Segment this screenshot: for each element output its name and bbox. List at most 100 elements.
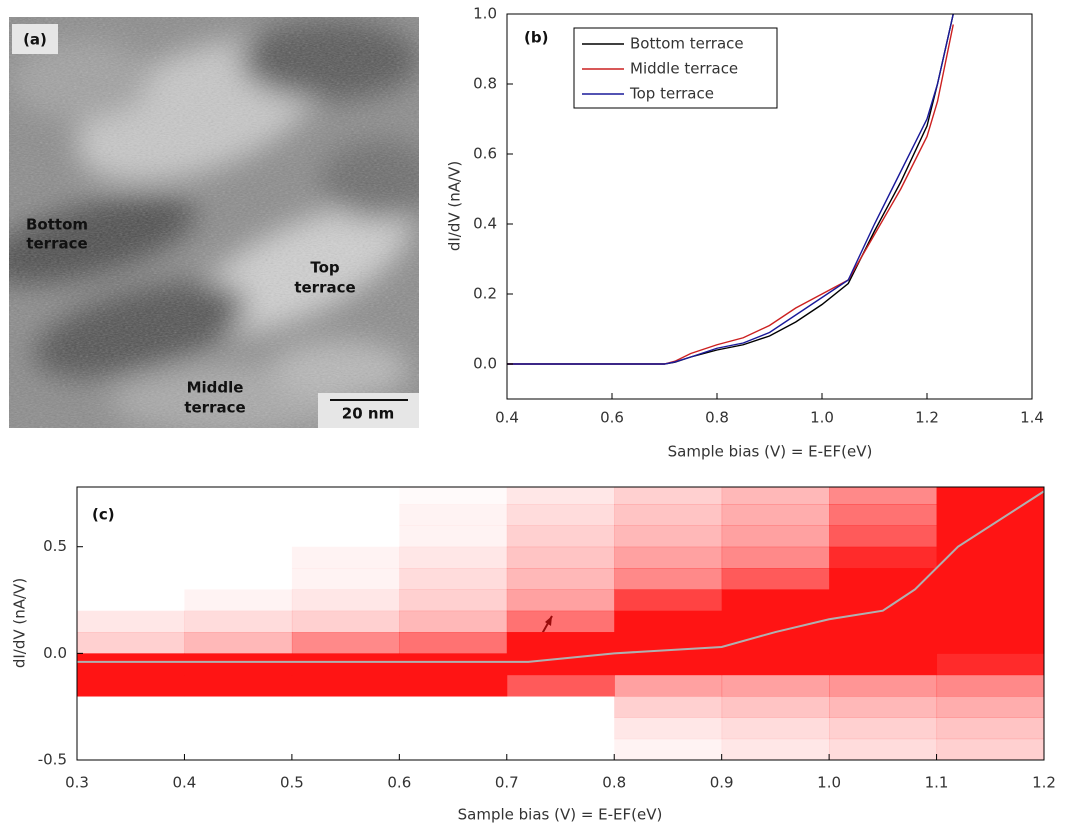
heat-cell xyxy=(936,487,1044,505)
heat-cell xyxy=(506,525,615,548)
heat-cell xyxy=(292,483,400,505)
heat-cell xyxy=(614,589,723,612)
heat-cell xyxy=(77,739,185,761)
panel-label-box xyxy=(12,24,58,54)
plot-area xyxy=(507,13,954,365)
heat-cell xyxy=(292,525,400,547)
heat-cell xyxy=(291,653,400,676)
heat-cell xyxy=(77,696,185,718)
heat-cell xyxy=(291,610,400,633)
heat-cell xyxy=(291,546,400,569)
panel-label: (c) xyxy=(92,506,115,524)
terrace-label: Top xyxy=(310,259,340,277)
heat-cell xyxy=(936,674,1044,697)
heat-cell xyxy=(77,632,185,654)
heat-cell xyxy=(721,653,830,676)
heat-cell xyxy=(614,525,723,548)
heat-cell xyxy=(292,504,400,526)
heat-cell xyxy=(614,674,723,697)
heat-cell xyxy=(936,632,1044,654)
plot-frame xyxy=(506,13,1033,400)
heat-cell xyxy=(506,632,615,654)
heat-cell xyxy=(399,568,508,590)
x-tick-label: 0.6 xyxy=(600,409,624,427)
heat-cell xyxy=(507,717,615,739)
terrace-label: terrace xyxy=(26,235,87,253)
x-tick-label: 0.8 xyxy=(602,774,626,792)
heat-cell xyxy=(614,653,723,676)
heat-cell xyxy=(936,525,1044,548)
heat-cell xyxy=(184,547,292,569)
y-tick-label: 0.0 xyxy=(473,355,497,373)
heat-cell xyxy=(184,610,293,633)
terrace-label: terrace xyxy=(184,399,245,417)
legend-label: Top terrace xyxy=(629,85,714,103)
plot-frame xyxy=(76,486,1045,761)
heat-cell xyxy=(184,674,293,697)
heat-cell xyxy=(184,483,292,505)
heat-cell xyxy=(399,504,508,526)
y-tick-label: 0.4 xyxy=(473,215,497,233)
heat-cell xyxy=(936,696,1044,718)
x-tick-label: 1.4 xyxy=(1020,409,1044,427)
heat-cell xyxy=(506,610,615,633)
heat-cell xyxy=(399,717,507,739)
heat-cell xyxy=(184,632,293,654)
heat-cell xyxy=(506,487,615,505)
y-tick-label: 0.5 xyxy=(43,537,67,555)
terrace-label: Middle xyxy=(187,379,244,397)
heat-cell xyxy=(829,568,938,590)
y-tick-label: 0.8 xyxy=(473,75,497,93)
x-tick-label: 0.6 xyxy=(387,774,411,792)
x-tick-label: 1.1 xyxy=(925,774,949,792)
heat-cell xyxy=(721,632,830,654)
scale-bar-box xyxy=(318,393,419,428)
y-axis-label: dI/dV (nA/V) xyxy=(11,578,29,668)
heat-cell xyxy=(721,568,830,590)
x-axis-label: Sample bias (V) = E-EF(eV) xyxy=(458,806,663,824)
heat-cell xyxy=(829,674,938,697)
heat-cell xyxy=(936,568,1044,590)
heat-cell xyxy=(721,717,830,740)
heat-cell xyxy=(936,546,1044,569)
scale-bar-label: 20 nm xyxy=(342,405,394,423)
heat-cell xyxy=(829,696,938,718)
average-line xyxy=(77,490,1044,663)
y-tick-label: 0.2 xyxy=(473,285,497,303)
heat-cell xyxy=(721,546,830,569)
heat-cell xyxy=(721,504,830,526)
terrace-label: terrace xyxy=(294,279,355,297)
heat-cell xyxy=(292,739,400,761)
heat-cell xyxy=(721,525,830,548)
heat-cell xyxy=(614,568,723,590)
heat-cell xyxy=(77,547,185,569)
heat-cell xyxy=(507,696,615,718)
heat-cell xyxy=(184,589,293,612)
terrace-label: Bottom xyxy=(26,216,88,234)
panel-label: (b) xyxy=(524,29,548,47)
y-axis-label: dI/dV (nA/V) xyxy=(446,161,464,251)
y-tick-label: 1.0 xyxy=(473,5,497,23)
heat-cell xyxy=(721,674,830,697)
heat-cell xyxy=(399,610,508,633)
heat-cell xyxy=(829,589,938,612)
heat-cell xyxy=(77,525,185,547)
heat-cell xyxy=(77,589,185,611)
heat-cell xyxy=(399,483,507,505)
x-tick-label: 1.0 xyxy=(817,774,841,792)
heat-cell xyxy=(399,546,508,569)
heat-cell xyxy=(184,504,292,526)
heat-cell xyxy=(77,653,185,676)
heat-cell xyxy=(721,487,830,505)
heat-cell xyxy=(829,487,938,505)
heat-cell xyxy=(291,632,400,654)
heat-cell xyxy=(936,504,1044,526)
heat-cell xyxy=(184,525,292,547)
heat-cell xyxy=(614,717,723,740)
x-tick-label: 0.4 xyxy=(173,774,197,792)
plot-area xyxy=(77,483,1044,761)
heat-cell xyxy=(77,717,185,739)
heat-cell xyxy=(614,546,723,569)
heat-cell xyxy=(399,589,508,612)
heat-cell xyxy=(936,653,1044,676)
